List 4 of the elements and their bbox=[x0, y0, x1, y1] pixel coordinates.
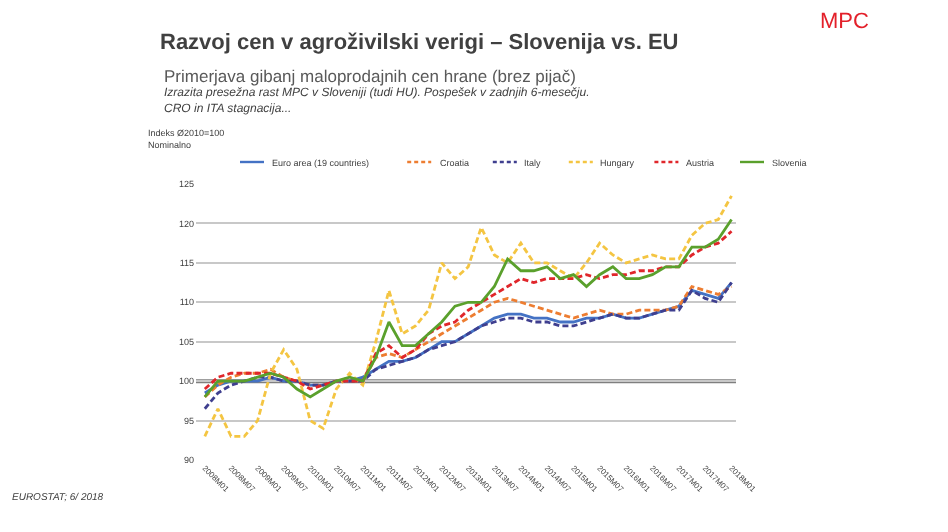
chart-title: Razvoj cen v agroživilski verigi – Slovenija vs. EU bbox=[160, 31, 679, 56]
line-series bbox=[203, 194, 733, 438]
chart-subtitle: Primerjava gibanj maloprodajnih cen hrane (brez pijač) bbox=[164, 66, 577, 86]
text: MPC bbox=[820, 10, 869, 34]
